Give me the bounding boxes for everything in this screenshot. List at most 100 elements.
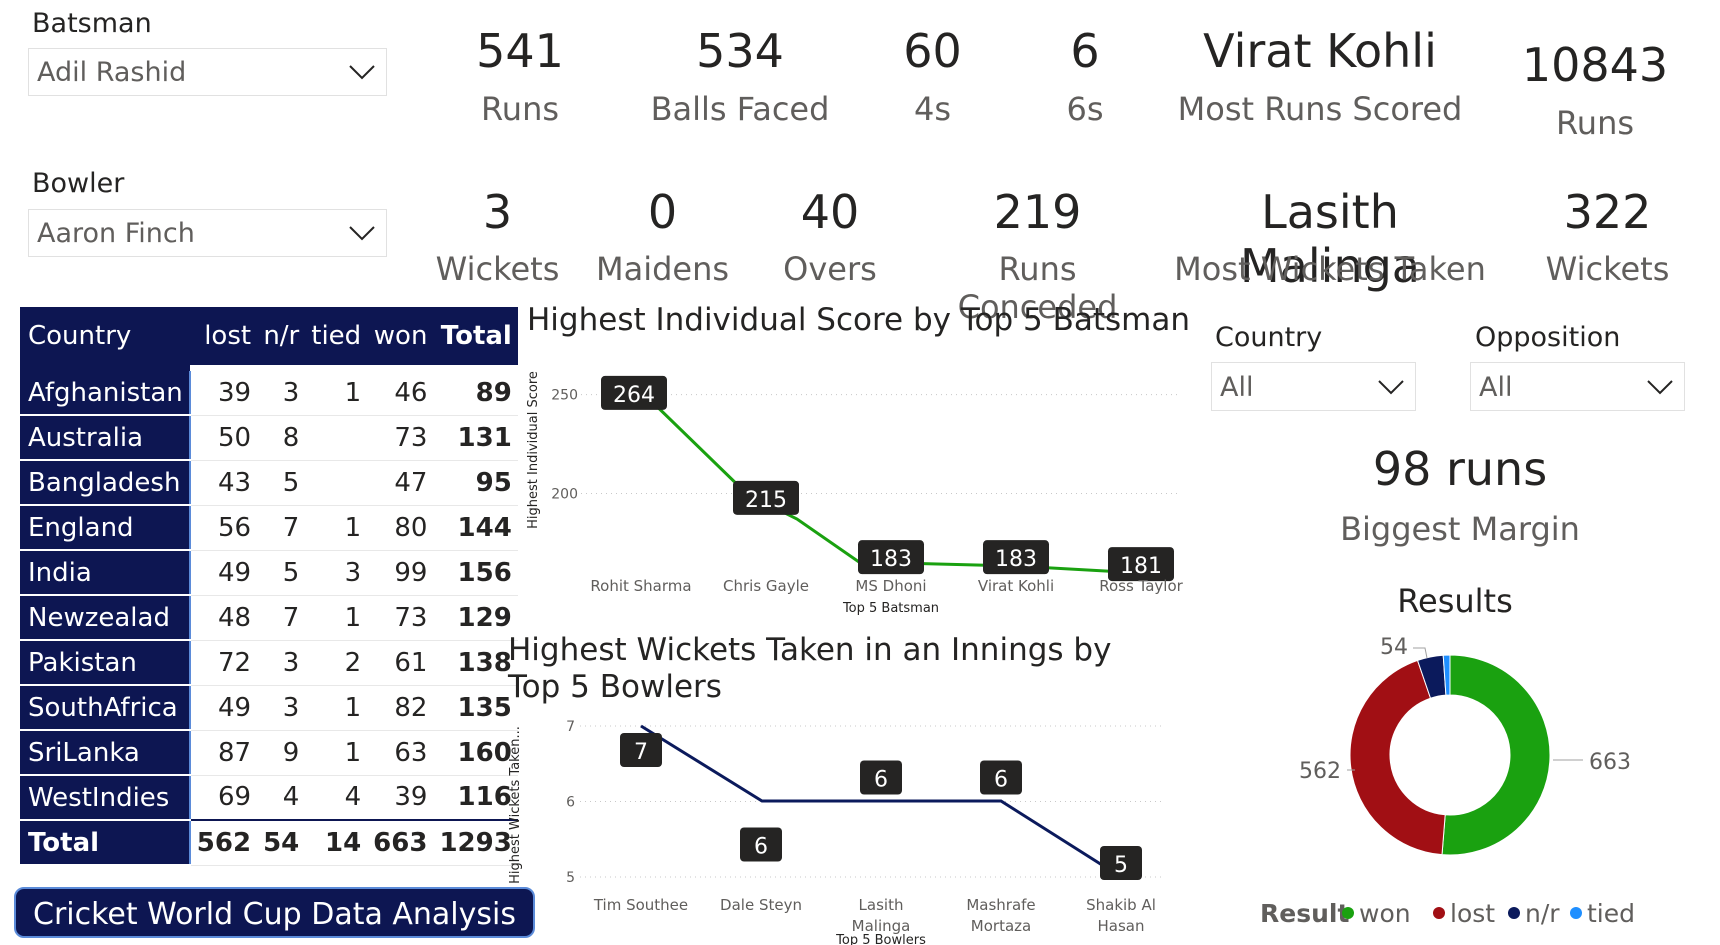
kpi-overs-label: Overs: [783, 250, 877, 288]
cell-total: 160: [433, 730, 518, 776]
header-country[interactable]: Country: [20, 307, 190, 365]
opposition-slicer-title: Opposition: [1475, 322, 1621, 353]
data-label-box: [980, 760, 1022, 795]
dashboard-title-button[interactable]: Cricket World Cup Data Analysis: [14, 887, 535, 938]
table-row[interactable]: Bangladesh 43 5 47 95: [20, 460, 518, 506]
table-total-row: Total 562 54 14 663 1293: [20, 819, 518, 866]
table-row[interactable]: SouthAfrica 49 3 1 82 135: [20, 685, 518, 731]
x-category-label: Chris Gayle: [723, 577, 809, 595]
bowler-dropdown[interactable]: Aaron Finch: [28, 209, 387, 257]
x-category-label: Malinga: [852, 917, 911, 935]
x-category-label: Hasan: [1098, 917, 1145, 935]
x-category-label: Lasith: [859, 896, 904, 914]
legend-item-nr[interactable]: n/r: [1525, 899, 1560, 928]
cell-won: 82: [367, 685, 434, 731]
legend-marker: [1570, 907, 1582, 919]
chevron-down-icon: [349, 226, 375, 241]
cell-country: Afghanistan: [20, 371, 191, 416]
kpi-most-runs-label: Most Runs Scored: [1177, 90, 1463, 128]
data-label: 215: [745, 488, 787, 513]
cell-tied: 4: [305, 775, 368, 821]
legend-item-tied[interactable]: tied: [1587, 899, 1635, 928]
cell-country: WestIndies: [20, 775, 191, 821]
results-donut-chart[interactable]: 663 562 54: [1255, 630, 1655, 870]
kpi-runs-value: 541: [476, 24, 564, 78]
batsman-dropdown[interactable]: Adil Rashid: [28, 48, 387, 96]
x-category-label: Virat Kohli: [978, 577, 1054, 595]
table-row[interactable]: Australia 50 8 73 131: [20, 415, 518, 461]
table-row[interactable]: Newzealad 48 7 1 73 129: [20, 595, 518, 641]
biggest-margin-label: Biggest Margin: [1340, 510, 1580, 548]
cell-country: SouthAfrica: [20, 685, 191, 731]
cell-lost: 39: [189, 371, 258, 416]
data-label-box: [860, 760, 902, 795]
cell-tied: [305, 415, 368, 461]
cell-total: 144: [433, 505, 518, 551]
cell-lost: 49: [189, 550, 258, 596]
donut-slice-lost[interactable]: [1349, 659, 1446, 856]
results-legend[interactable]: Result won lost n/r tied: [1250, 893, 1680, 933]
cell-total: 95: [433, 460, 518, 506]
chevron-down-icon: [1378, 380, 1404, 395]
slice-label: 562: [1299, 759, 1341, 784]
results-chart-title: Results: [1397, 582, 1513, 620]
header-lost[interactable]: lost: [189, 307, 258, 365]
data-label: 6: [994, 768, 1008, 793]
table-row[interactable]: England 56 7 1 80 144: [20, 505, 518, 551]
data-label-box: [733, 480, 799, 515]
legend-item-lost[interactable]: lost: [1450, 899, 1495, 928]
batsman-dropdown-value: Adil Rashid: [37, 57, 187, 88]
table-row[interactable]: Afghanistan 39 3 1 46 89: [20, 371, 518, 416]
donut-slice-won[interactable]: [1441, 654, 1551, 856]
opposition-dropdown[interactable]: All: [1470, 362, 1685, 411]
cell-tied: 2: [305, 640, 368, 686]
header-won[interactable]: won: [367, 307, 434, 365]
cell-nr: 3: [257, 371, 306, 416]
kpi-most-wickets-label: Most Wickets Taken: [1174, 250, 1486, 288]
cell-lost: 56: [189, 505, 258, 551]
table-row[interactable]: India 49 5 3 99 156: [20, 550, 518, 596]
header-total[interactable]: Total: [433, 307, 518, 365]
cell-won: 46: [367, 371, 434, 416]
data-label-box: [620, 733, 662, 767]
cell-total: 116: [433, 775, 518, 821]
cell-lost: 69: [189, 775, 258, 821]
legend-item-won[interactable]: won: [1359, 899, 1411, 928]
cell-country: India: [20, 550, 191, 596]
cell-total: 131: [433, 415, 518, 461]
cell-lost: 43: [189, 460, 258, 506]
series-line[interactable]: [640, 724, 1122, 879]
kpi-maidens-label: Maidens: [595, 250, 730, 288]
data-label: 264: [613, 383, 655, 408]
header-tied[interactable]: tied: [305, 307, 368, 365]
kpi-maidens-value: 0: [647, 185, 678, 239]
cell-won: 47: [367, 460, 434, 506]
legend-marker: [1433, 907, 1445, 919]
kpi-most-wickets-unit: Wickets: [1545, 250, 1670, 288]
cell-won: 73: [367, 595, 434, 641]
table-row[interactable]: Pakistan 72 3 2 61 138: [20, 640, 518, 686]
batsman-chart-title: Highest Individual Score by Top 5 Batsma…: [527, 302, 1191, 338]
table-row[interactable]: WestIndies 69 4 4 39 116: [20, 775, 518, 821]
bowler-wickets-line-chart[interactable]: 5 6 7 Highest Wickets Taken... 7 Tim Southee 6…: [505, 710, 1175, 945]
kpi-fours-value: 60: [903, 24, 962, 78]
donut-slice-tied[interactable]: [1442, 654, 1451, 696]
header-nr[interactable]: n/r: [257, 307, 306, 365]
cell-country: England: [20, 505, 191, 551]
slice-label: 54: [1380, 635, 1408, 660]
data-label: 5: [1114, 853, 1128, 878]
batsman-score-line-chart[interactable]: 200 250 Highest Individual Score 264 Rohit S…: [515, 345, 1185, 625]
x-category-label: Ross Taylor: [1099, 577, 1183, 595]
legend-marker: [1508, 907, 1520, 919]
kpi-overs-value: 40: [800, 185, 860, 239]
cell-won: 99: [367, 550, 434, 596]
legend-marker: [1342, 907, 1354, 919]
chevron-down-icon: [349, 65, 375, 80]
table-row[interactable]: SriLanka 87 9 1 63 160: [20, 730, 518, 776]
cell-country: Australia: [20, 415, 191, 461]
legend-title: Result: [1260, 899, 1349, 928]
country-dropdown[interactable]: All: [1211, 362, 1416, 411]
cell-country: Pakistan: [20, 640, 191, 686]
total-cell: Total: [20, 819, 191, 866]
y-tick-label: 6: [566, 795, 575, 811]
